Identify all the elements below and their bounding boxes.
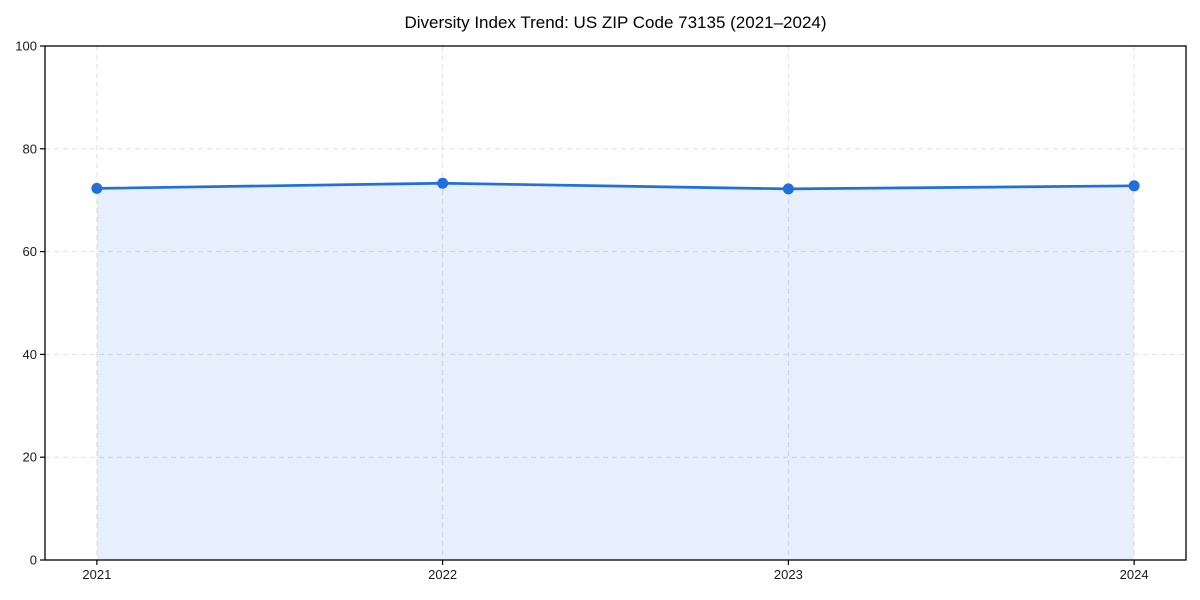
y-tick-label: 80	[23, 141, 37, 156]
axis-box	[44, 45, 1187, 561]
data-point	[1128, 180, 1140, 192]
x-tick-label: 2024	[1120, 567, 1149, 582]
trend-line	[95, 181, 1136, 191]
y-tick-label: 100	[15, 39, 37, 54]
area-fill	[96, 183, 1135, 560]
x-tick-label: 2023	[774, 567, 803, 582]
data-point	[437, 177, 449, 189]
data-point	[782, 183, 794, 195]
x-tick-label: 2021	[82, 567, 111, 582]
y-tick-label: 40	[23, 347, 37, 362]
x-tick-label: 2022	[428, 567, 457, 582]
data-point	[91, 182, 103, 194]
chart-title: Diversity Index Trend: US ZIP Code 73135…	[404, 13, 827, 32]
y-tick-label: 60	[23, 244, 37, 259]
y-tick-label: 0	[30, 553, 37, 568]
y-tick-label: 20	[23, 450, 37, 465]
